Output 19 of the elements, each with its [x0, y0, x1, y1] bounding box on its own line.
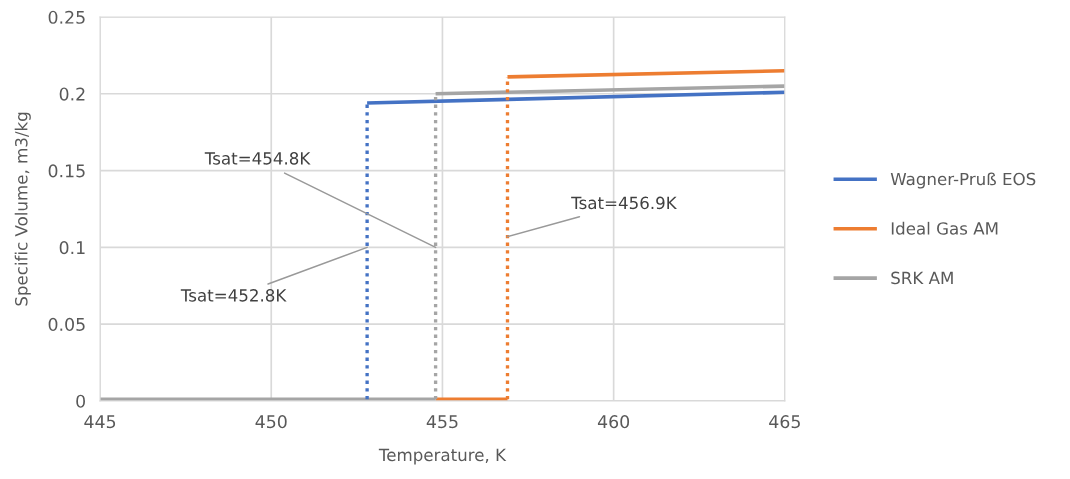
x-tick-label: 450: [255, 415, 287, 429]
annotation: Tsat=456.9K: [571, 196, 677, 210]
y-tick-label: 0.1: [59, 241, 85, 255]
annotation: Tsat=454.8K: [204, 152, 311, 165]
x-tick-label: 465: [769, 415, 800, 429]
x-tick-label: 460: [597, 415, 630, 429]
x-axis-title: Temperature, K: [378, 448, 507, 465]
y-tick-label: 0.15: [48, 164, 85, 178]
annotation: Tsat=452.8K: [180, 289, 287, 302]
legend-label: Wagner-Pruß EOS: [890, 172, 1036, 189]
legend-label: SRK AM: [891, 271, 953, 285]
y-tick-label: 0.2: [59, 87, 85, 101]
x-tick-label: 445: [84, 415, 116, 429]
y-axis-title: Specific Volume, m3/kg: [14, 112, 31, 306]
legend-label: Ideal Gas AM: [891, 221, 998, 235]
y-tick-label: 0: [76, 394, 85, 408]
x-tick-label: 455: [426, 415, 458, 429]
y-tick-label: 0.25: [48, 10, 85, 24]
y-tick-label: 0.05: [48, 317, 85, 331]
